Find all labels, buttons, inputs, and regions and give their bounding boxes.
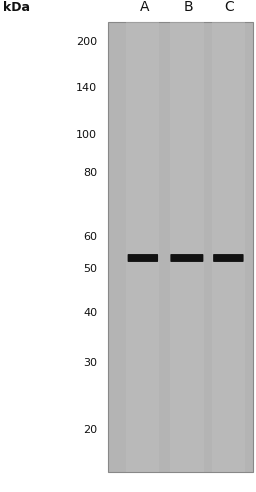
Text: C: C [224, 0, 234, 14]
Text: 200: 200 [76, 37, 97, 47]
FancyBboxPatch shape [212, 22, 245, 472]
Text: 100: 100 [76, 130, 97, 140]
Text: 20: 20 [83, 425, 97, 435]
FancyBboxPatch shape [128, 254, 158, 262]
Text: 60: 60 [83, 232, 97, 242]
FancyBboxPatch shape [170, 22, 204, 472]
Text: 40: 40 [83, 308, 97, 318]
FancyBboxPatch shape [126, 22, 159, 472]
FancyBboxPatch shape [213, 254, 244, 262]
FancyBboxPatch shape [170, 254, 203, 262]
FancyBboxPatch shape [108, 22, 253, 472]
Text: 50: 50 [83, 264, 97, 274]
Text: A: A [140, 0, 150, 14]
Text: 30: 30 [83, 358, 97, 368]
Text: 140: 140 [76, 83, 97, 93]
Text: kDa: kDa [3, 1, 29, 14]
Text: B: B [183, 0, 193, 14]
Text: 80: 80 [83, 168, 97, 178]
